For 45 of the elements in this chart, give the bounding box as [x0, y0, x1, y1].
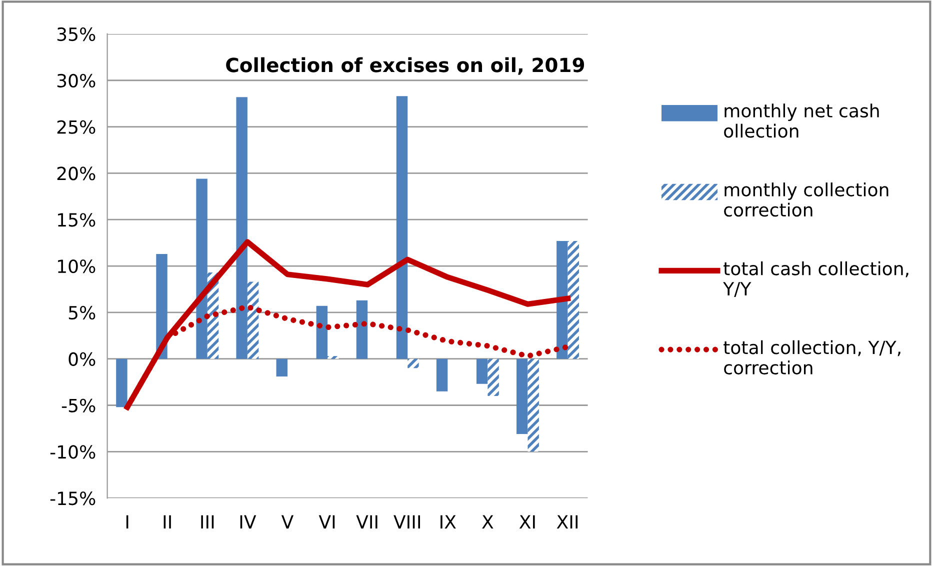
y-tick-label: 30%	[57, 74, 96, 88]
legend-label: total cash collection, Y/Y	[723, 261, 908, 297]
y-tick-label: 0%	[68, 352, 96, 366]
bar	[116, 358, 128, 408]
bar	[408, 358, 419, 368]
bar	[247, 282, 259, 359]
x-tick-label: IX	[440, 515, 456, 528]
bar	[276, 358, 288, 376]
x-tick-label: XII	[556, 515, 578, 528]
bar	[476, 358, 488, 384]
bar	[328, 356, 339, 359]
bar	[436, 358, 448, 392]
bar	[236, 97, 248, 359]
y-tick-label: 5%	[68, 306, 96, 320]
bar	[316, 306, 328, 359]
bar	[196, 178, 208, 359]
x-tick-label: IV	[240, 515, 256, 528]
x-tick-label: VI	[318, 515, 335, 528]
bar	[568, 240, 579, 359]
bar	[528, 358, 539, 452]
bar	[516, 358, 528, 434]
x-tick-label: I	[126, 515, 128, 528]
x-tick-label: VII	[356, 515, 378, 528]
legend-label: monthly net cash ollection	[724, 104, 879, 138]
text: Collection of excises on oil, 2019	[226, 57, 584, 75]
legend-label: monthly collection correction	[724, 182, 888, 217]
y-tick-label: -10%	[50, 445, 96, 459]
bar	[488, 358, 499, 396]
bar	[556, 240, 568, 359]
y-tick-label: 20%	[57, 166, 96, 180]
x-tick-label: VIII	[394, 515, 420, 528]
y-tick-label: 10%	[58, 259, 96, 274]
bar	[356, 300, 368, 359]
x-tick-label: XI	[519, 515, 535, 528]
x-tick-label: V	[281, 515, 294, 528]
y-tick-label: 25%	[57, 120, 96, 134]
legend-label: total collection, Y/Y, correction	[724, 340, 900, 374]
x-tick-label: III	[201, 515, 214, 528]
y-tick-label: 35%	[57, 27, 96, 42]
y-tick-label: -15%	[50, 492, 96, 506]
x-tick-label: II	[164, 515, 171, 528]
y-tick-label: 15%	[58, 213, 96, 227]
bar	[396, 96, 408, 359]
y-tick-label: -5%	[62, 398, 96, 412]
x-tick-label: X	[482, 515, 494, 528]
